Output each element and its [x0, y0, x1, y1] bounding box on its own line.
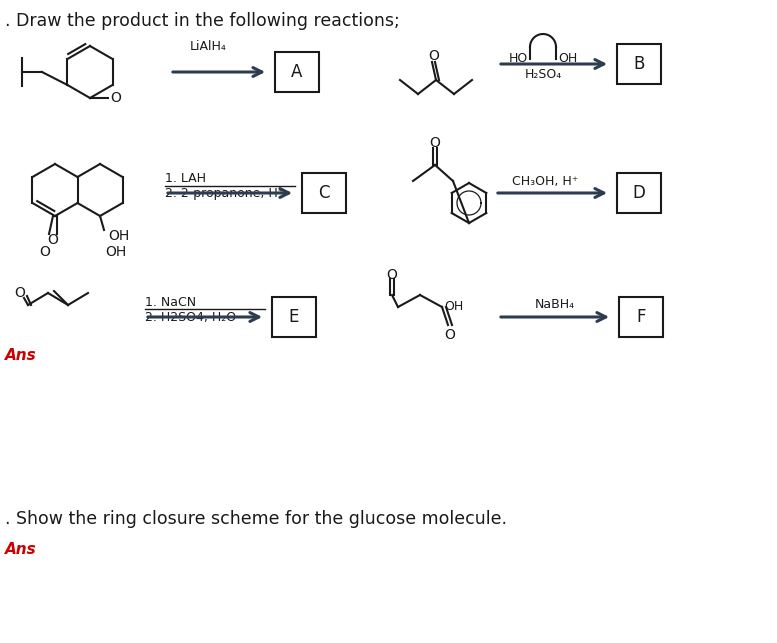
Text: D: D	[632, 184, 646, 202]
Text: O: O	[444, 328, 455, 342]
Text: C: C	[319, 184, 329, 202]
Text: F: F	[636, 308, 646, 326]
Text: . Draw the product in the following reactions;: . Draw the product in the following reac…	[5, 12, 399, 30]
Text: B: B	[633, 55, 645, 73]
Bar	[617, 44, 661, 84]
Text: OH: OH	[108, 229, 129, 243]
Text: Ans: Ans	[5, 347, 37, 363]
Text: OH: OH	[444, 300, 463, 314]
Text: O: O	[429, 49, 440, 63]
Text: O: O	[40, 245, 51, 259]
Text: E: E	[289, 308, 299, 326]
Text: H₂SO₄: H₂SO₄	[524, 69, 562, 82]
Text: O: O	[15, 286, 26, 300]
Text: A: A	[291, 63, 303, 81]
Bar	[617, 173, 661, 213]
Text: 1. LAH: 1. LAH	[165, 172, 206, 185]
Bar	[272, 297, 316, 337]
Bar	[619, 297, 663, 337]
Text: NaBH₄: NaBH₄	[535, 298, 575, 311]
Text: CH₃OH, H⁺: CH₃OH, H⁺	[512, 176, 578, 188]
Text: O: O	[387, 268, 398, 282]
Text: OH: OH	[105, 245, 127, 259]
Text: O: O	[110, 91, 121, 105]
Text: LiAlH₄: LiAlH₄	[190, 41, 226, 53]
Bar	[275, 52, 319, 92]
Text: 1. NaCN: 1. NaCN	[145, 296, 196, 309]
Text: O: O	[430, 136, 441, 150]
Text: HO: HO	[509, 53, 528, 66]
Text: O: O	[47, 233, 58, 247]
Text: Ans: Ans	[5, 543, 37, 557]
Bar	[302, 173, 346, 213]
Text: OH: OH	[558, 53, 577, 66]
Text: 2. 2-propanone, H⁺: 2. 2-propanone, H⁺	[165, 186, 284, 199]
Text: . Show the ring closure scheme for the glucose molecule.: . Show the ring closure scheme for the g…	[5, 510, 507, 528]
Text: 2. H2SO4, H₂O: 2. H2SO4, H₂O	[145, 311, 236, 323]
